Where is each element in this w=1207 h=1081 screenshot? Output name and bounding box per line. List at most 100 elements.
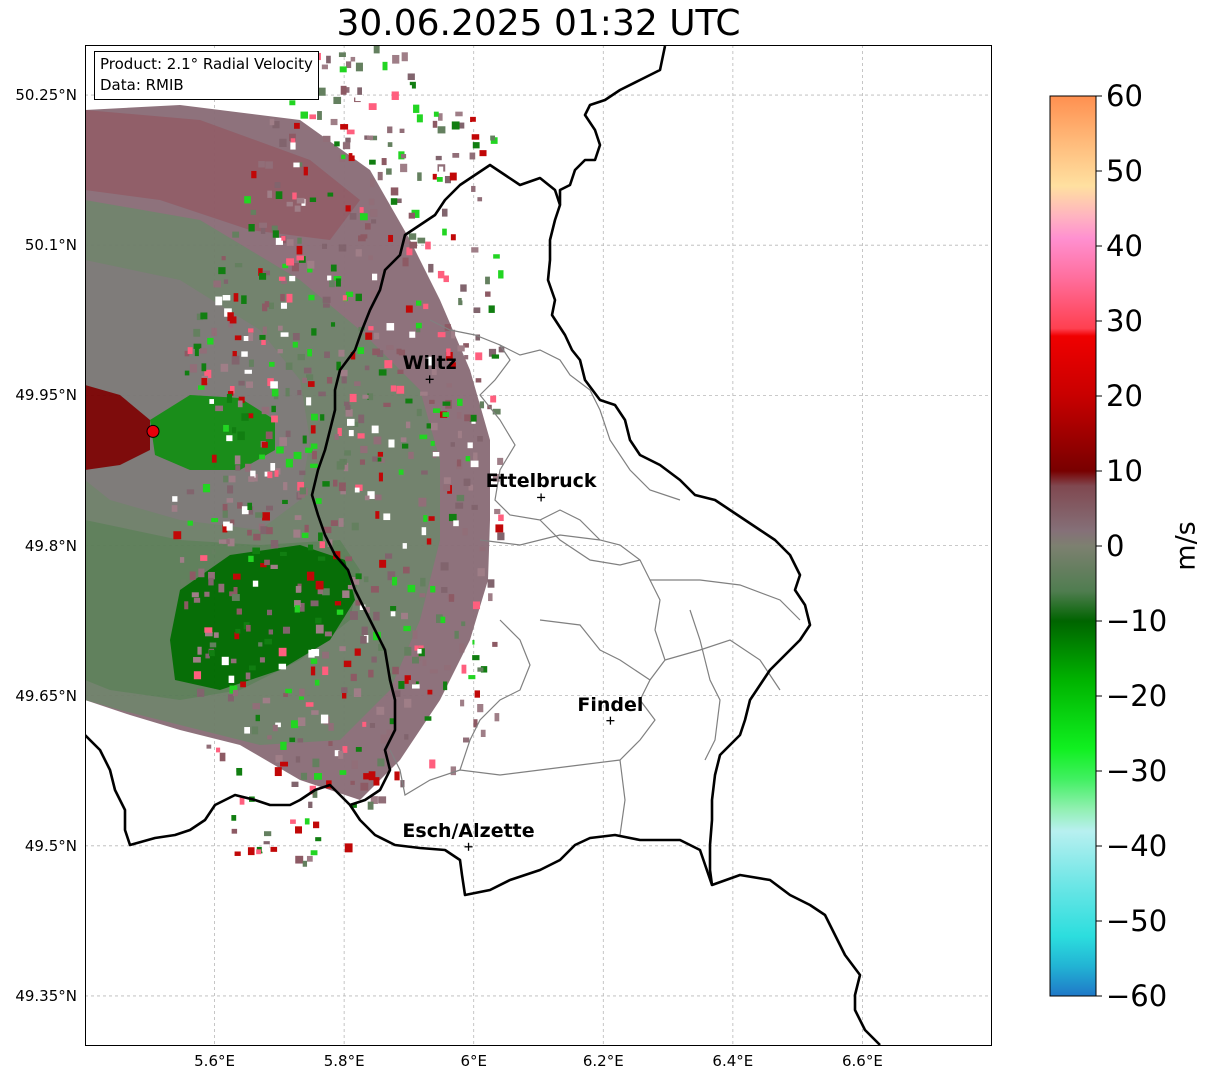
echo-pixel: [245, 381, 254, 388]
echo-pixel: [443, 477, 451, 484]
echo-pixel: [234, 632, 240, 640]
echo-pixel: [471, 504, 478, 510]
echo-pixel: [354, 381, 361, 387]
echo-pixel: [268, 629, 274, 635]
echo-pixel: [480, 666, 488, 673]
echo-pixel: [259, 454, 265, 460]
echo-pixel: [256, 849, 262, 855]
echo-pixel: [437, 126, 446, 134]
echo-pixel: [213, 632, 219, 638]
echo-pixel: [382, 61, 388, 71]
echo-pixel: [436, 177, 443, 182]
echo-pixel: [233, 689, 238, 697]
echo-pixel: [300, 772, 308, 780]
radar-speckles: [171, 45, 505, 867]
echo-pixel: [355, 573, 362, 580]
echo-pixel: [227, 312, 234, 322]
echo-pixel: [230, 519, 235, 525]
echo-pixel: [327, 275, 332, 281]
echo-pixel: [193, 657, 201, 663]
echo-pixel: [429, 399, 435, 404]
echo-pixel: [218, 267, 226, 275]
echo-pixel: [464, 355, 469, 360]
echo-pixel: [453, 520, 459, 527]
echo-pixel: [491, 354, 500, 359]
echo-pixel: [245, 463, 252, 472]
echo-pixel: [313, 821, 320, 829]
echo-pixel: [338, 750, 344, 759]
lon-tick-label: 6.6°E: [842, 1052, 883, 1070]
echo-pixel: [390, 606, 397, 611]
echo-pixel: [346, 418, 355, 426]
echo-pixel: [250, 209, 257, 215]
echo-pixel: [251, 170, 257, 179]
echo-pixel: [229, 591, 237, 597]
colorbar-tick-label: 20: [1106, 379, 1143, 413]
echo-pixel: [397, 369, 404, 375]
echo-pixel: [285, 688, 292, 694]
echo-pixel: [470, 460, 479, 468]
city-marker: [425, 375, 434, 384]
echo-pixel: [317, 556, 326, 561]
echo-pixel: [450, 442, 455, 447]
echo-pixel: [221, 256, 226, 261]
echo-pixel: [317, 587, 323, 595]
echo-pixel: [458, 297, 463, 306]
echo-pixel: [229, 385, 235, 394]
echo-pixel: [277, 349, 283, 354]
echo-pixel: [229, 772, 237, 781]
echo-pixel: [275, 191, 283, 200]
echo-pixel: [431, 366, 437, 376]
echo-pixel: [400, 437, 407, 442]
echo-pixel: [460, 699, 465, 707]
echo-pixel: [296, 197, 305, 204]
echo-pixel: [279, 437, 287, 446]
echo-pixel: [255, 714, 260, 722]
echo-pixel: [330, 322, 336, 327]
echo-pixel: [184, 370, 190, 376]
colorbar-tick-label: −20: [1106, 679, 1168, 713]
echo-pixel: [227, 485, 234, 494]
echo-pixel: [234, 851, 241, 856]
echo-pixel: [215, 405, 223, 412]
echo-pixel: [309, 114, 317, 120]
echo-pixel: [303, 367, 312, 374]
echo-pixel: [251, 726, 259, 735]
echo-pixel: [339, 66, 347, 73]
echo-pixel: [446, 348, 451, 357]
echo-pixel: [242, 805, 248, 810]
echo-pixel: [266, 505, 273, 511]
echo-pixel: [344, 843, 353, 853]
echo-pixel: [297, 717, 306, 727]
echo-pixel: [479, 401, 485, 409]
echo-pixel: [310, 425, 316, 434]
echo-pixel: [355, 293, 362, 302]
echo-pixel: [359, 459, 366, 465]
echo-pixel: [346, 129, 355, 135]
echo-pixel: [340, 85, 347, 95]
colorbar-tick-label: 10: [1106, 454, 1143, 488]
echo-pixel: [409, 331, 416, 338]
echo-pixel: [265, 431, 273, 440]
echo-pixel: [463, 478, 471, 486]
echo-pixel: [328, 741, 333, 746]
echo-pixel: [386, 323, 395, 331]
echo-pixel: [329, 280, 335, 288]
echo-pixel: [289, 100, 296, 106]
echo-pixel: [368, 255, 374, 261]
echo-pixel: [492, 641, 498, 647]
echo-pixel: [471, 185, 476, 192]
echo-pixel: [315, 580, 324, 590]
echo-pixel: [280, 293, 285, 302]
echo-pixel: [289, 737, 296, 743]
echo-pixel: [218, 583, 225, 593]
echo-pixel: [322, 296, 331, 303]
echo-pixel: [433, 111, 439, 117]
echo-pixel: [422, 659, 427, 666]
echo-pixel: [314, 679, 320, 686]
echo-pixel: [278, 663, 287, 670]
city-markers: [425, 375, 615, 851]
echo-pixel: [345, 404, 351, 410]
echo-pixel: [283, 482, 288, 491]
echo-pixel: [261, 406, 270, 415]
